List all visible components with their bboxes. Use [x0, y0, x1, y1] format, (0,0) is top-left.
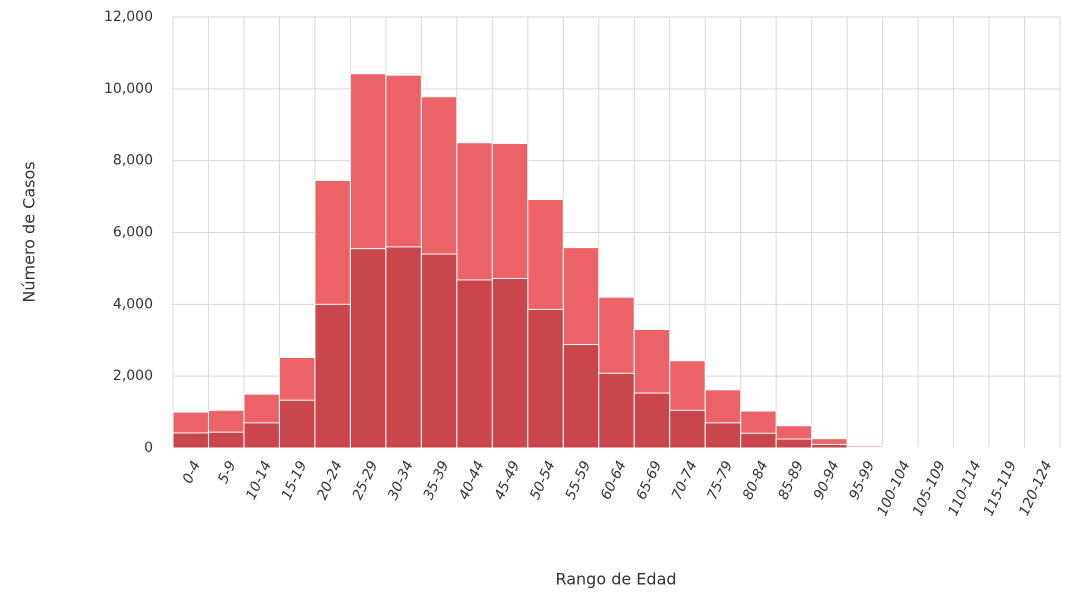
x-tick-label: 10-14 [243, 459, 275, 503]
x-tick-label: 0-4 [180, 459, 204, 486]
bar [491, 277, 529, 449]
bar [278, 399, 316, 449]
y-tick-label: 8,000 [113, 153, 153, 169]
bar [811, 443, 848, 449]
x-tick-label: 25-29 [350, 459, 382, 503]
bar [243, 422, 280, 449]
x-tick-label: 60-64 [598, 459, 630, 503]
bar [846, 446, 884, 449]
x-tick-label: 45-49 [492, 459, 524, 503]
x-tick-label: 50-54 [527, 459, 559, 503]
x-tick-label: 70-74 [669, 459, 701, 503]
y-tick-label: 10,000 [104, 81, 153, 97]
x-tick-label: 90-94 [811, 459, 843, 503]
x-tick-label: 75-79 [704, 459, 736, 503]
bar [349, 248, 387, 449]
x-tick-label: 105-109 [910, 459, 949, 519]
x-tick-label: 65-69 [634, 459, 666, 503]
y-tick-label: 4,000 [113, 296, 153, 312]
bar [385, 246, 422, 449]
bar [562, 344, 600, 449]
bar [420, 253, 458, 449]
bar [633, 392, 671, 449]
x-tick-label: 40-44 [456, 459, 488, 503]
x-tick-label: 15-19 [279, 459, 311, 503]
x-tick-label: 35-39 [421, 459, 453, 503]
bar [172, 432, 209, 449]
bar [314, 303, 351, 449]
x-tick-label: 80-84 [740, 459, 772, 503]
x-tick-label: 100-104 [874, 459, 913, 519]
x-tick-label: 5-9 [215, 459, 239, 487]
bar [775, 438, 813, 449]
x-tick-label: 30-34 [385, 459, 417, 503]
x-tick-label: 55-59 [563, 459, 595, 503]
x-tick-label: 85-89 [775, 459, 807, 503]
bar [207, 431, 245, 449]
y-tick-label: 0 [144, 440, 153, 456]
bar [456, 279, 493, 449]
bar [527, 308, 564, 449]
x-tick-label: 110-114 [945, 459, 984, 519]
y-tick-label: 12,000 [104, 9, 153, 25]
x-tick-label: 20-24 [314, 459, 346, 503]
x-tick-label: 120-124 [1016, 459, 1055, 519]
y-axis-title: Número de Casos [20, 161, 39, 302]
x-tick-label: 115-119 [981, 459, 1020, 519]
bar [704, 422, 742, 449]
bar [669, 409, 706, 449]
bar [598, 372, 635, 449]
y-tick-label: 2,000 [113, 368, 153, 384]
y-tick-label: 6,000 [113, 225, 153, 241]
x-tick-label: 95-99 [846, 459, 878, 503]
bar [740, 432, 777, 449]
x-axis-title: Rango de Edad [555, 570, 676, 589]
